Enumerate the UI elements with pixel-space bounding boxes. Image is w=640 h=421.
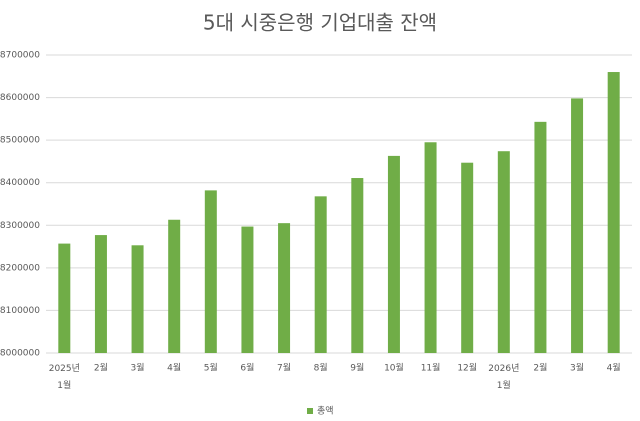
x-tick-label: 4월 (167, 362, 181, 374)
bar (94, 235, 107, 353)
bar (497, 151, 510, 353)
y-tick-label: 8200000 (0, 263, 40, 273)
bar (131, 245, 144, 353)
bar (534, 121, 547, 353)
x-tick-label: 9월 (350, 362, 364, 374)
bar (168, 219, 181, 353)
bar (351, 178, 364, 353)
x-tick-label: 3월 (570, 362, 584, 374)
bar (241, 226, 254, 353)
x-tick-label: 6월 (240, 362, 254, 374)
y-tick-label: 8700000 (0, 51, 40, 61)
legend-label: 총액 (317, 405, 334, 417)
y-tick-label: 8600000 (0, 93, 40, 103)
bar (204, 190, 217, 353)
y-tick-label: 8100000 (0, 306, 40, 316)
y-tick-label: 8500000 (0, 136, 40, 146)
chart-title: 5대 시중은행 기업대출 잔액 (203, 11, 437, 35)
bar (571, 98, 584, 354)
x-tick-label: 3월 (131, 362, 145, 374)
y-tick-label: 8000000 (0, 349, 40, 359)
x-tick-label: 8월 (314, 362, 328, 374)
bar (58, 243, 71, 353)
bar (278, 223, 291, 353)
bar (387, 155, 400, 353)
bar (461, 162, 474, 353)
x-tick-label: 11월 (421, 362, 441, 374)
y-tick-label: 8400000 (0, 178, 40, 188)
bar (607, 72, 620, 354)
x-tick-label: 5월 (204, 362, 218, 374)
x-tick-label: 2026년 1월 (488, 363, 519, 391)
x-tick-label: 2월 (533, 362, 547, 374)
x-tick-label: 2025년 1월 (49, 363, 80, 391)
bar (314, 196, 327, 353)
x-tick-label: 12월 (457, 362, 477, 374)
x-tick-label: 10월 (384, 362, 404, 374)
x-tick-label: 2월 (94, 362, 108, 374)
y-tick-label: 8300000 (0, 221, 40, 231)
x-tick-label: 4월 (607, 362, 621, 374)
bar (424, 142, 437, 353)
legend-swatch (307, 408, 313, 414)
x-tick-label: 7월 (277, 362, 291, 374)
